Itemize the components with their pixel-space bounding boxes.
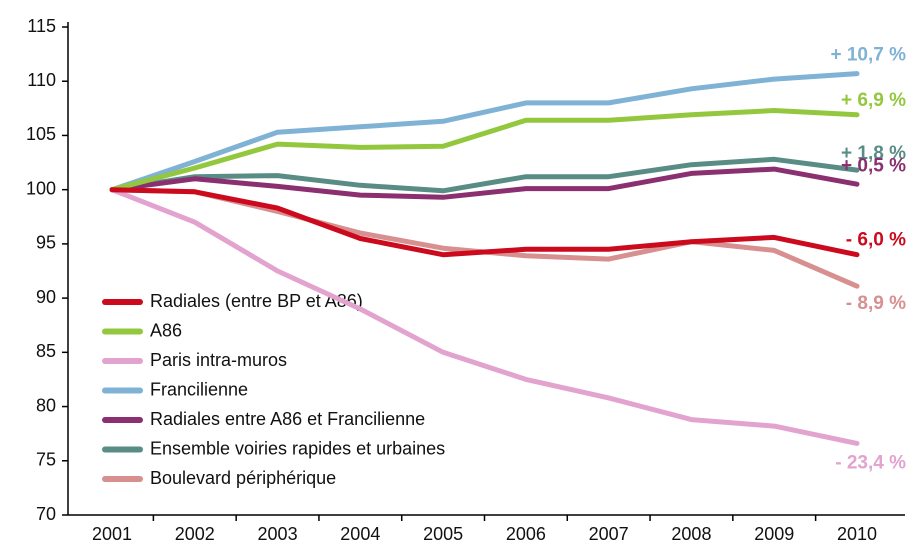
end-label: + 0,5 % [841,155,906,176]
end-label: + 10,7 % [830,45,906,66]
series-line [109,71,860,193]
legend-label: Boulevard périphérique [150,468,336,488]
legend-label: A86 [150,320,182,340]
series-line [109,156,860,194]
legend-label: Ensemble voiries rapides et urbaines [150,438,445,458]
y-tick-label: 85 [36,341,56,361]
y-tick-label: 90 [36,287,56,307]
end-label: + 6,9 % [841,90,906,111]
x-tick-label: 2009 [754,524,794,544]
end-label: - 6,0 % [846,230,906,251]
x-tick-label: 2001 [92,524,132,544]
legend-label: Paris intra-muros [150,350,287,370]
series-line [109,187,860,258]
y-tick-label: 105 [26,124,56,144]
legend-label: Francilienne [150,379,248,399]
x-tick-label: 2010 [837,524,877,544]
x-tick-label: 2005 [423,524,463,544]
y-tick-label: 115 [27,16,56,36]
series-line [109,166,860,200]
x-tick-label: 2003 [258,524,298,544]
x-tick-label: 2006 [506,524,546,544]
series-line [109,108,860,193]
y-tick-label: 100 [26,178,56,198]
series-line [109,187,860,446]
end-label: - 23,4 % [835,452,906,473]
end-label: + 1,8 % [841,143,906,164]
end-label: - 8,9 % [846,293,906,314]
legend-label: Radiales (entre BP et A86) [150,291,363,311]
y-tick-label: 110 [27,70,56,90]
y-tick-label: 80 [36,395,56,415]
y-tick-label: 95 [36,233,56,253]
x-tick-label: 2002 [175,524,215,544]
x-tick-label: 2007 [589,524,629,544]
y-tick-label: 75 [36,450,56,470]
y-tick-label: 70 [36,504,56,524]
x-tick-label: 2004 [340,524,380,544]
legend-label: Radiales entre A86 et Francilienne [150,409,425,429]
x-tick-label: 2008 [671,524,711,544]
